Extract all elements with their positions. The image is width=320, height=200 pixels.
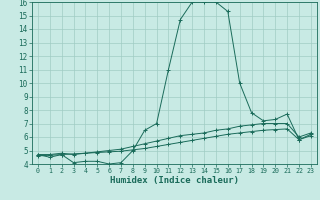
X-axis label: Humidex (Indice chaleur): Humidex (Indice chaleur) xyxy=(110,176,239,185)
